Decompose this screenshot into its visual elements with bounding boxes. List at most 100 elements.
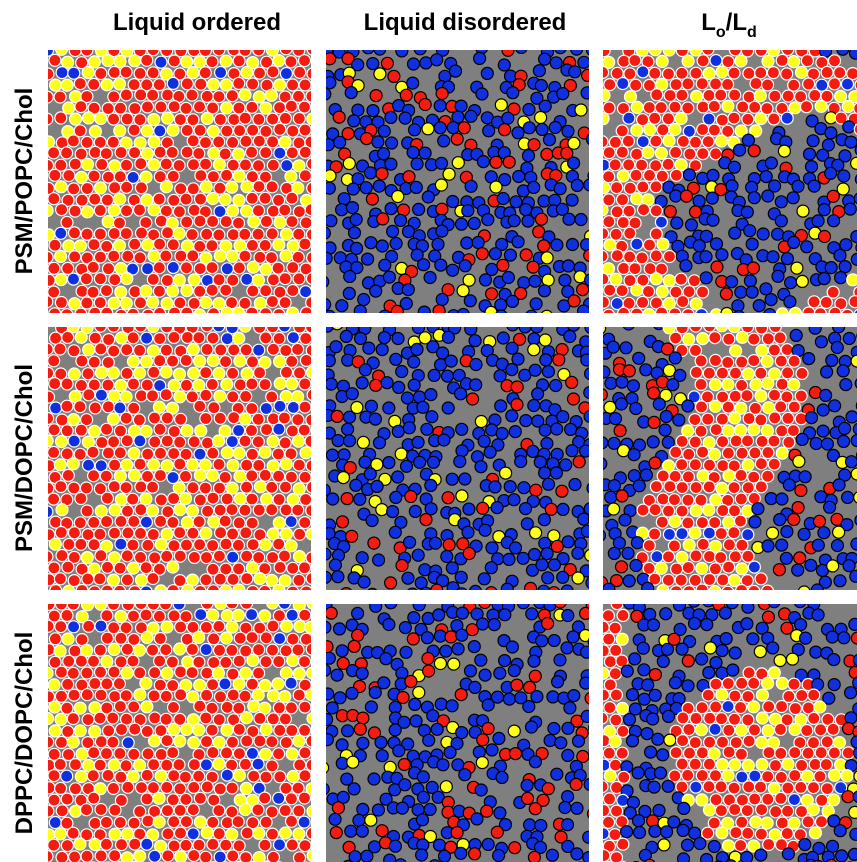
lipid — [253, 571, 267, 586]
lipid — [741, 689, 755, 704]
lipid — [200, 89, 214, 103]
lipid — [298, 769, 311, 783]
lipid — [238, 249, 252, 263]
lipid — [152, 400, 166, 414]
lipid — [628, 262, 642, 276]
lipid — [773, 653, 787, 668]
lipid — [700, 390, 715, 404]
lipid — [760, 584, 775, 590]
lipid — [206, 331, 220, 345]
lipid — [755, 621, 769, 635]
lipid — [372, 553, 386, 567]
lipid — [180, 330, 195, 344]
lipid — [852, 653, 857, 667]
lipid — [755, 735, 769, 750]
lipid — [87, 378, 101, 392]
lipid — [313, 748, 325, 760]
lipid — [253, 711, 267, 726]
lipid — [464, 179, 478, 193]
lipid — [66, 327, 80, 334]
lipid — [793, 617, 808, 632]
lipid — [273, 376, 287, 391]
lipid — [126, 561, 140, 575]
lipid — [656, 748, 670, 762]
lipid — [630, 123, 644, 137]
lipid — [728, 802, 742, 817]
lipid — [167, 815, 181, 829]
lipid — [577, 304, 589, 313]
lipid — [126, 769, 140, 784]
lipid — [377, 331, 391, 345]
lipid — [667, 632, 681, 646]
lipid — [212, 157, 226, 172]
lipid — [363, 467, 377, 481]
lipid — [505, 409, 519, 423]
lipid — [726, 663, 740, 677]
lipid — [141, 814, 155, 828]
lipid — [336, 471, 350, 485]
lipid — [312, 216, 324, 228]
lipid — [567, 688, 581, 703]
lipid — [608, 135, 623, 149]
lipid — [167, 193, 181, 207]
lipid — [252, 826, 266, 840]
lipid — [68, 804, 83, 818]
lipid — [749, 76, 763, 91]
lipid — [48, 135, 56, 149]
lipid — [225, 503, 239, 517]
lipid — [173, 734, 187, 748]
lipid — [328, 812, 342, 826]
lipid — [119, 158, 134, 172]
lipid — [341, 422, 355, 436]
lipid — [809, 645, 823, 659]
lipid — [159, 67, 173, 81]
lipid — [653, 327, 665, 331]
lipid — [622, 712, 637, 727]
lipid — [68, 112, 83, 126]
lipid — [407, 123, 422, 137]
lipid — [101, 768, 115, 783]
lipid — [231, 538, 245, 552]
lipid — [584, 549, 589, 562]
lipid — [291, 342, 305, 356]
lipid — [630, 307, 644, 313]
lipid — [88, 145, 102, 159]
lipid — [532, 225, 546, 239]
lipid — [279, 66, 293, 81]
lipid — [734, 747, 749, 761]
lipid — [741, 549, 755, 563]
lipid — [441, 401, 455, 415]
lipid — [462, 546, 476, 561]
lipid — [167, 99, 181, 114]
lipid — [709, 53, 723, 68]
lipid — [708, 584, 722, 590]
lipid — [213, 782, 227, 796]
lipid — [378, 258, 392, 272]
lipid — [286, 561, 300, 575]
lipid — [707, 123, 722, 137]
lipid — [306, 849, 311, 862]
lipid — [385, 136, 399, 150]
lipid — [364, 700, 378, 714]
lipid — [140, 724, 154, 739]
lipid — [278, 574, 292, 588]
lipid — [199, 758, 213, 772]
lipid — [547, 633, 561, 648]
lipid — [55, 548, 69, 563]
lipid — [399, 459, 414, 473]
lipid — [75, 583, 89, 590]
lipid — [55, 413, 69, 427]
lipid — [591, 611, 603, 623]
lipid — [251, 159, 266, 173]
lipid — [74, 491, 88, 506]
lipid — [133, 849, 147, 862]
lipid — [292, 111, 306, 126]
lipid — [292, 573, 306, 587]
lipid — [668, 351, 682, 365]
lipid — [583, 409, 589, 424]
lipid — [166, 284, 180, 298]
lipid — [114, 722, 129, 737]
lipid — [702, 735, 717, 749]
lipid — [313, 585, 325, 597]
lipid — [558, 800, 572, 815]
